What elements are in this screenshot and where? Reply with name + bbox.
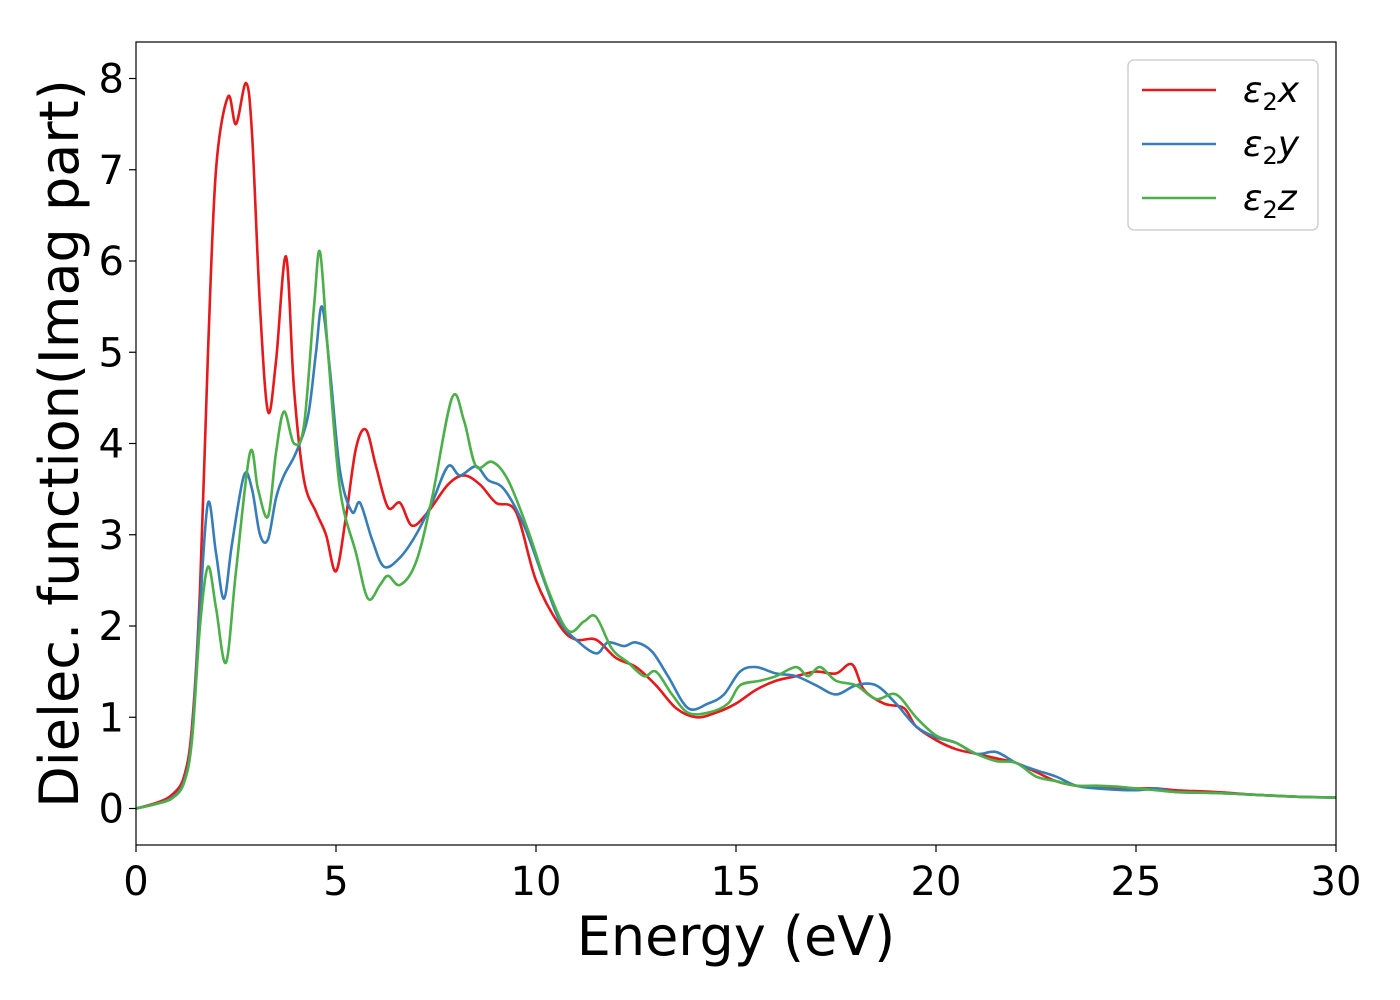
y-tick-label: 3 <box>99 513 124 559</box>
x-tick-label: 25 <box>1111 859 1162 905</box>
y-axis-label: Dielec. function(Imag part) <box>28 79 91 808</box>
y-tick-label: 2 <box>99 604 124 650</box>
legend: ε2x ε2y ε2z <box>1127 59 1319 231</box>
x-tick-label: 15 <box>711 859 762 905</box>
x-tick-label: 30 <box>1311 859 1362 905</box>
x-axis-label: Energy (eV) <box>577 905 896 968</box>
y-tick-label: 8 <box>99 57 124 103</box>
x-tick-label: 20 <box>911 859 962 905</box>
series-line-z <box>135 249 1337 810</box>
series-lines <box>135 81 1337 810</box>
legend-label-x: ε2x <box>1243 70 1300 116</box>
y-tick-label: 1 <box>99 695 124 741</box>
series-line-y <box>135 305 1337 810</box>
x-tick-label: 5 <box>323 859 348 905</box>
y-tick-label: 0 <box>99 787 124 833</box>
legend-box <box>1127 59 1319 231</box>
legend-label-y: ε2y <box>1243 124 1300 170</box>
x-tick-label: 10 <box>511 859 562 905</box>
y-tick-label: 6 <box>99 239 124 285</box>
y-tick-label: 7 <box>99 148 124 194</box>
legend-label-z: ε2z <box>1243 178 1298 224</box>
axis-ticks: 0 5 10 15 20 25 30 0 1 2 3 4 5 6 7 8 <box>99 57 1362 906</box>
y-tick-label: 4 <box>99 422 124 468</box>
x-tick-label: 0 <box>123 859 148 905</box>
y-tick-label: 5 <box>99 330 124 376</box>
